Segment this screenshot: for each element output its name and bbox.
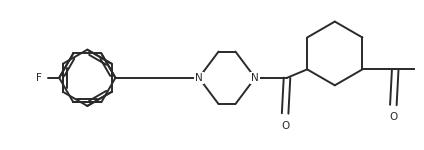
Text: F: F xyxy=(36,73,42,83)
Text: O: O xyxy=(281,121,289,131)
Text: O: O xyxy=(389,112,397,123)
Text: N: N xyxy=(251,73,259,83)
Text: N: N xyxy=(195,73,203,83)
